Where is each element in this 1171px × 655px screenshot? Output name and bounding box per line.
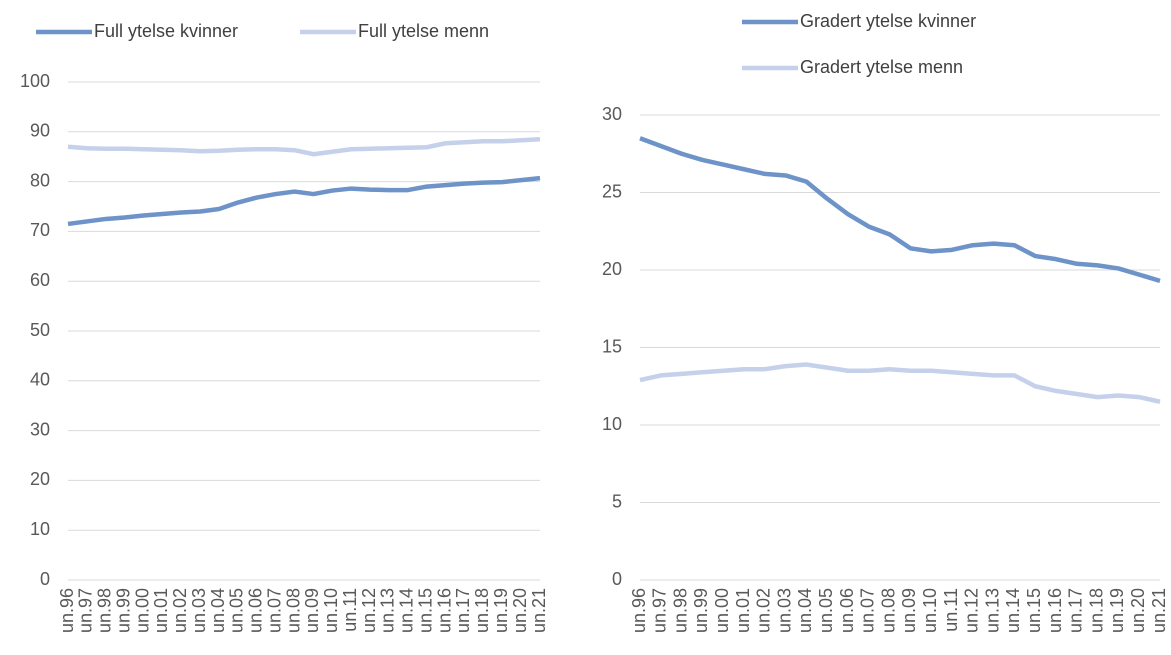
y-tick-label: 20 — [602, 259, 622, 279]
x-tick-label: un.15 — [1024, 588, 1044, 633]
x-tick-label: un.11 — [340, 588, 360, 632]
y-tick-label: 10 — [30, 519, 50, 539]
x-tick-label: un.10 — [321, 588, 341, 633]
y-tick-label: 60 — [30, 270, 50, 290]
x-tick-label: un.02 — [170, 588, 190, 633]
x-tick-label: un.21 — [1149, 588, 1169, 633]
y-tick-label: 70 — [30, 220, 50, 240]
x-tick-label: un.09 — [302, 588, 322, 633]
x-tick-label: un.01 — [733, 588, 753, 633]
x-tick-label: un.06 — [246, 588, 266, 633]
x-tick-label: un.19 — [491, 588, 511, 633]
legend-label: Gradert ytelse menn — [800, 57, 963, 77]
legend-label: Full ytelse kvinner — [94, 21, 238, 41]
x-tick-label: un.20 — [1128, 588, 1148, 633]
x-tick-label: un.15 — [415, 588, 435, 633]
x-tick-label: un.16 — [434, 588, 454, 633]
x-tick-label: un.17 — [1066, 588, 1086, 633]
x-tick-label: un.13 — [982, 588, 1002, 633]
x-tick-label: un.03 — [189, 588, 209, 633]
legend-label: Gradert ytelse kvinner — [800, 11, 976, 31]
x-tick-label: un.98 — [670, 588, 690, 633]
line-series — [67, 175, 541, 227]
x-tick-label: un.00 — [712, 588, 732, 633]
x-tick-label: un.10 — [920, 588, 940, 633]
y-tick-label: 90 — [30, 121, 50, 141]
y-tick-label: 20 — [30, 469, 50, 489]
x-tick-label: un.18 — [1086, 588, 1106, 633]
y-tick-label: 0 — [40, 569, 50, 589]
x-tick-label: un.12 — [359, 588, 379, 633]
y-tick-label: 5 — [612, 491, 622, 511]
x-tick-label: un.19 — [1107, 588, 1127, 633]
x-tick-label: un.18 — [472, 588, 492, 633]
x-tick-label: un.06 — [837, 588, 857, 633]
x-tick-label: un.08 — [878, 588, 898, 633]
line-series — [639, 136, 1161, 284]
x-tick-label: un.04 — [795, 588, 815, 633]
x-tick-label: un.14 — [397, 588, 417, 633]
y-tick-label: 30 — [602, 104, 622, 124]
y-tick-label: 50 — [30, 320, 50, 340]
x-tick-label: un.09 — [899, 588, 919, 633]
x-tick-label: un.96 — [629, 588, 649, 633]
x-tick-label: un.05 — [816, 588, 836, 633]
x-tick-label: un.07 — [858, 588, 878, 633]
x-tick-label: un.16 — [1045, 588, 1065, 633]
y-tick-label: 25 — [602, 181, 622, 201]
legend-label: Full ytelse menn — [358, 21, 489, 41]
x-tick-label: un.00 — [132, 588, 152, 633]
x-tick-label: un.04 — [208, 588, 228, 633]
x-tick-label: un.97 — [76, 588, 96, 633]
y-tick-label: 30 — [30, 419, 50, 439]
line-series — [639, 362, 1161, 404]
y-tick-label: 80 — [30, 170, 50, 190]
x-tick-label: un.05 — [227, 588, 247, 633]
x-tick-label: un.17 — [453, 588, 473, 633]
x-tick-label: un.98 — [95, 588, 115, 633]
x-tick-label: un.08 — [283, 588, 303, 633]
y-tick-label: 15 — [602, 336, 622, 356]
x-tick-label: un.11 — [941, 588, 961, 632]
y-tick-label: 40 — [30, 370, 50, 390]
x-tick-label: un.96 — [57, 588, 77, 633]
x-tick-label: un.07 — [264, 588, 284, 633]
x-tick-label: un.99 — [691, 588, 711, 633]
x-tick-label: un.13 — [378, 588, 398, 633]
x-tick-label: un.20 — [510, 588, 530, 633]
x-tick-label: un.03 — [774, 588, 794, 633]
x-tick-label: un.12 — [962, 588, 982, 633]
x-tick-label: un.01 — [151, 588, 171, 633]
x-tick-label: un.21 — [529, 588, 549, 633]
x-tick-label: un.97 — [650, 588, 670, 633]
x-tick-label: un.14 — [1003, 588, 1023, 633]
y-tick-label: 100 — [20, 71, 50, 91]
y-tick-label: 10 — [602, 414, 622, 434]
y-tick-label: 0 — [612, 569, 622, 589]
x-tick-label: un.99 — [113, 588, 133, 633]
line-series — [67, 137, 541, 157]
x-tick-label: un.02 — [754, 588, 774, 633]
